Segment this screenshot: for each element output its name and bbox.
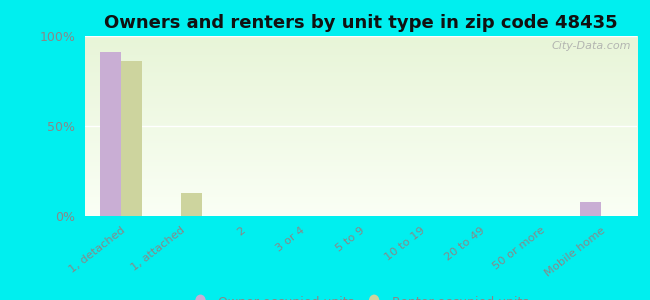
- Bar: [580, 202, 601, 216]
- Text: City-Data.com: City-Data.com: [552, 41, 632, 51]
- Bar: [120, 61, 142, 216]
- Bar: [99, 52, 120, 216]
- Legend: Owner occupied units, Renter occupied units: Owner occupied units, Renter occupied un…: [188, 291, 534, 300]
- Title: Owners and renters by unit type in zip code 48435: Owners and renters by unit type in zip c…: [104, 14, 618, 32]
- Bar: [181, 193, 202, 216]
